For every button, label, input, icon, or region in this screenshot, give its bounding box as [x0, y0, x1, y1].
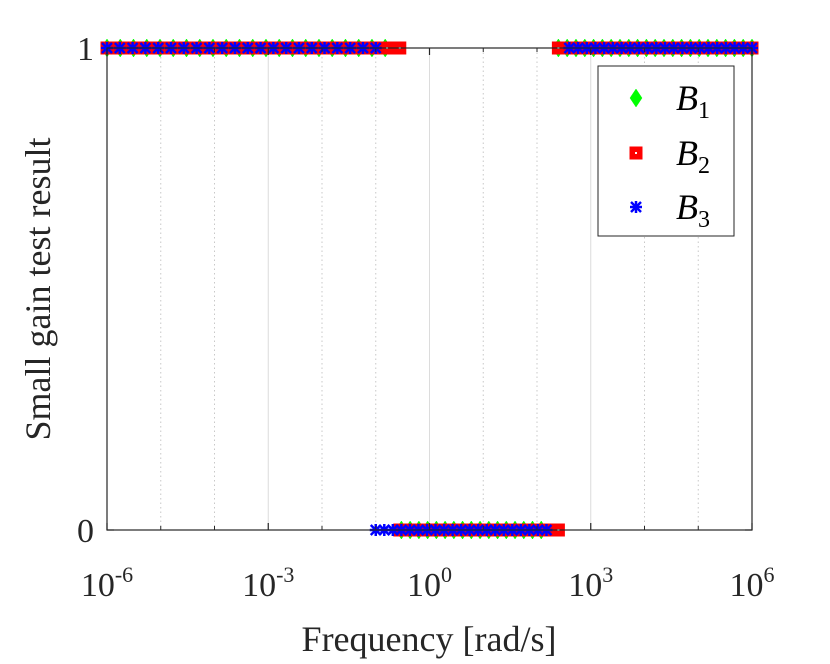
x-tick-label: 106: [730, 562, 775, 604]
b2-square-center: [635, 152, 637, 154]
legend-entry-b2: B2: [629, 133, 710, 179]
legend-box: [597, 65, 735, 237]
legend-label: B1: [676, 78, 710, 124]
x-tick-label: 10-3: [242, 562, 294, 604]
legend-label: B2: [676, 133, 710, 179]
y-tick-label: 1: [77, 31, 94, 68]
legend-entry-b3: B3: [630, 187, 710, 233]
x-tick-label: 103: [568, 562, 613, 604]
x-tick-label: 10-6: [81, 562, 133, 604]
legend: B1 B2 B3: [597, 65, 735, 237]
y-tick-label: 0: [77, 513, 94, 550]
x-axis-label: Frequency [rad/s]: [302, 619, 557, 659]
x-tick-label: 100: [407, 562, 452, 604]
y-axis-label: Small gain test result: [18, 138, 58, 441]
x-tick-labels: 10-6 10-3 100 103 106: [81, 562, 775, 604]
tick-marks: [106, 47, 753, 531]
legend-label: B3: [676, 187, 710, 233]
b3-asterisk-point: [630, 201, 642, 213]
b1-diamond-point: [629, 88, 643, 108]
grid: [160, 48, 699, 530]
legend-entry-b1: B1: [629, 78, 710, 124]
y-tick-labels: 01: [77, 31, 94, 550]
